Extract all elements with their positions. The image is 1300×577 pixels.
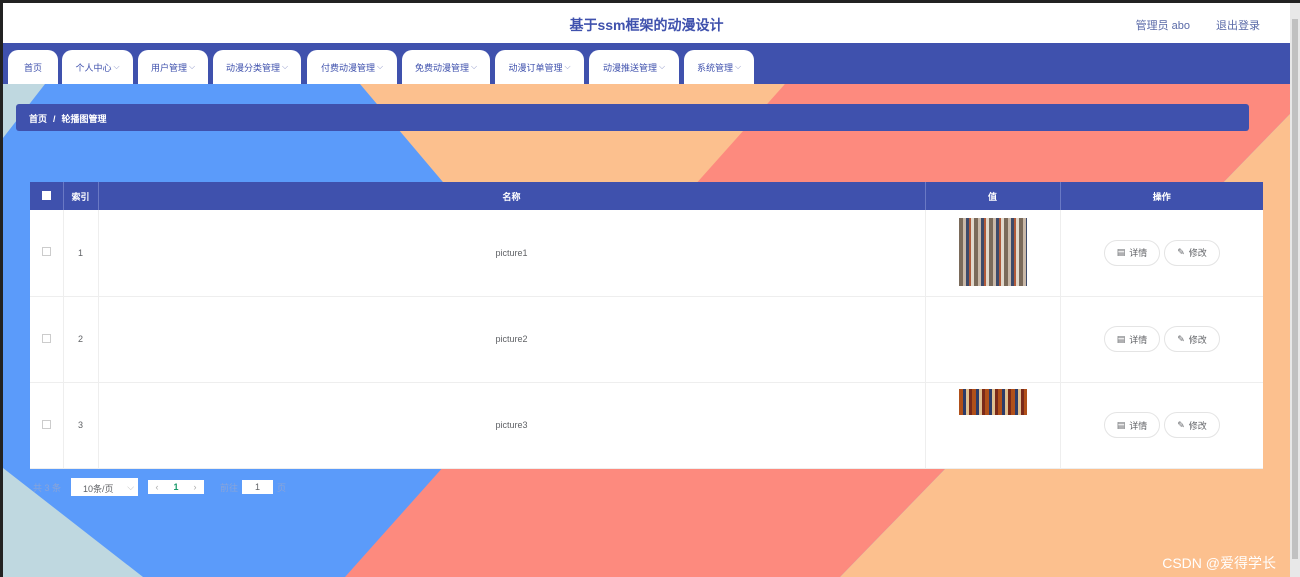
header-name: 名称	[98, 182, 926, 210]
nav-home[interactable]: 首页	[8, 50, 58, 84]
pencil-icon: ✎	[1177, 333, 1185, 344]
bg-light-bottom	[3, 468, 143, 577]
chevron-down-icon: ⌵	[281, 62, 289, 71]
total-count: 共 3 条	[33, 482, 62, 493]
edit-button[interactable]: ✎ 修改	[1164, 326, 1220, 352]
scrollbar[interactable]	[1290, 3, 1300, 577]
nav-system[interactable]: 系统管理 ⌵	[684, 50, 754, 84]
table-row: 1 picture1 ▤ 详情 ✎ 修改	[30, 210, 1263, 297]
nav-personal-center[interactable]: 个人中心 ⌵	[62, 50, 133, 84]
nav-label: 用户管理	[150, 62, 187, 73]
chevron-down-icon: ⌵	[658, 62, 666, 71]
top-header: 基于ssm框架的动漫设计 管理员 abo 退出登录	[3, 3, 1290, 44]
edit-button[interactable]: ✎ 修改	[1164, 412, 1220, 438]
nav-push[interactable]: 动漫推送管理 ⌵	[589, 50, 679, 84]
header-value: 值	[925, 182, 1061, 210]
page-nav: ‹ 1 ›	[148, 480, 205, 494]
detail-label: 详情	[1129, 248, 1148, 259]
nav-label: 动漫分类管理	[225, 62, 280, 73]
nav-label: 动漫推送管理	[602, 62, 657, 73]
goto-label: 前往	[220, 482, 239, 493]
app-window: 基于ssm框架的动漫设计 管理员 abo 退出登录 首页 个人中心 ⌵ 用户管理 ⌵…	[3, 3, 1290, 577]
main-nav: 首页 个人中心 ⌵ 用户管理 ⌵ 动漫分类管理 ⌵ 付费动漫管理 ⌵ 免费动漫管理 ⌵ 动…	[3, 44, 1290, 84]
nav-label: 付费动漫管理	[320, 62, 375, 73]
logout-link[interactable]: 退出登录	[1216, 20, 1260, 32]
pencil-icon: ✎	[1177, 247, 1185, 258]
table-row: 2 picture2 ▤ 详情 ✎ 修改	[30, 296, 1263, 383]
chevron-down-icon: ⌵	[376, 62, 384, 71]
carousel-table: 索引 名称 值 操作 1 picture1 ▤ 详情 ✎ 修改 2 picture2 …	[30, 182, 1263, 469]
breadcrumb: 首页 / 轮播图管理	[16, 104, 1249, 131]
row-image-empty	[925, 296, 1061, 383]
row-index: 3	[63, 382, 99, 469]
detail-button[interactable]: ▤ 详情	[1103, 326, 1161, 352]
breadcrumb-separator: /	[53, 114, 56, 124]
scrollbar-thumb[interactable]	[1292, 19, 1298, 559]
edit-button[interactable]: ✎ 修改	[1164, 239, 1220, 266]
current-page[interactable]: 1	[173, 482, 179, 492]
edit-label: 修改	[1188, 420, 1207, 431]
detail-button[interactable]: ▤ 详情	[1103, 239, 1161, 266]
row-name: picture3	[98, 382, 926, 469]
nav-category-management[interactable]: 动漫分类管理 ⌵	[213, 50, 301, 84]
nav-user-management[interactable]: 用户管理 ⌵	[138, 50, 208, 84]
nav-label: 个人中心	[75, 62, 112, 73]
table-header: 索引 名称 值 操作	[30, 182, 1263, 210]
pagination: 共 3 条 10条/页 ⌵ ‹ 1 › 前往 1 页	[3, 478, 286, 496]
nav-label: 系统管理	[696, 62, 733, 73]
row-checkbox[interactable]	[41, 419, 51, 429]
current-user: 管理员 abo	[1135, 20, 1190, 32]
watermark: CSDN @爱得学长	[1162, 555, 1276, 571]
table-row: 3 picture3 ▤ 详情 ✎ 修改	[30, 382, 1263, 469]
breadcrumb-home[interactable]: 首页	[29, 114, 48, 124]
row-name: picture1	[98, 210, 926, 297]
detail-label: 详情	[1129, 420, 1148, 431]
row-index: 1	[63, 210, 99, 297]
select-all-checkbox[interactable]	[41, 190, 51, 200]
row-image	[958, 388, 1027, 415]
chevron-down-icon: ⌵	[470, 62, 478, 71]
nav-free-anime[interactable]: 免费动漫管理 ⌵	[402, 50, 490, 84]
chevron-down-icon: ⌵	[113, 62, 120, 71]
chevron-down-icon: ⌵	[188, 62, 196, 71]
breadcrumb-current: 轮播图管理	[61, 114, 107, 124]
chevron-down-icon: ⌵	[564, 62, 571, 71]
document-icon: ▤	[1116, 333, 1126, 344]
select-all-header[interactable]	[30, 182, 64, 210]
nav-label: 首页	[23, 62, 42, 73]
edit-label: 修改	[1188, 334, 1207, 345]
page-suffix: 页	[277, 482, 287, 493]
header-actions: 操作	[1060, 182, 1263, 210]
nav-paid-anime[interactable]: 付费动漫管理 ⌵	[307, 50, 397, 84]
edit-label: 修改	[1188, 248, 1207, 259]
page-size-value: 10条/页	[83, 484, 114, 494]
document-icon: ▤	[1116, 419, 1126, 430]
chevron-down-icon: ⌵	[127, 482, 135, 492]
header-index: 索引	[63, 182, 99, 210]
document-icon: ▤	[1116, 247, 1126, 258]
detail-button[interactable]: ▤ 详情	[1103, 412, 1161, 438]
next-page-icon[interactable]: ›	[193, 482, 197, 492]
row-checkbox[interactable]	[41, 333, 51, 343]
row-image	[958, 217, 1027, 286]
chevron-down-icon: ⌵	[734, 62, 742, 71]
goto-page-input[interactable]: 1	[242, 480, 274, 494]
nav-orders[interactable]: 动漫订单管理 ⌵	[495, 50, 584, 84]
nav-label: 免费动漫管理	[414, 62, 469, 73]
row-checkbox[interactable]	[41, 247, 51, 257]
page-size-select[interactable]: 10条/页 ⌵	[71, 478, 139, 496]
nav-label: 动漫订单管理	[508, 62, 563, 73]
prev-page-icon[interactable]: ‹	[155, 482, 159, 492]
detail-label: 详情	[1129, 334, 1148, 345]
app-title: 基于ssm框架的动漫设计	[569, 17, 724, 33]
row-name: picture2	[98, 296, 926, 383]
row-index: 2	[63, 296, 99, 383]
pencil-icon: ✎	[1177, 419, 1185, 430]
